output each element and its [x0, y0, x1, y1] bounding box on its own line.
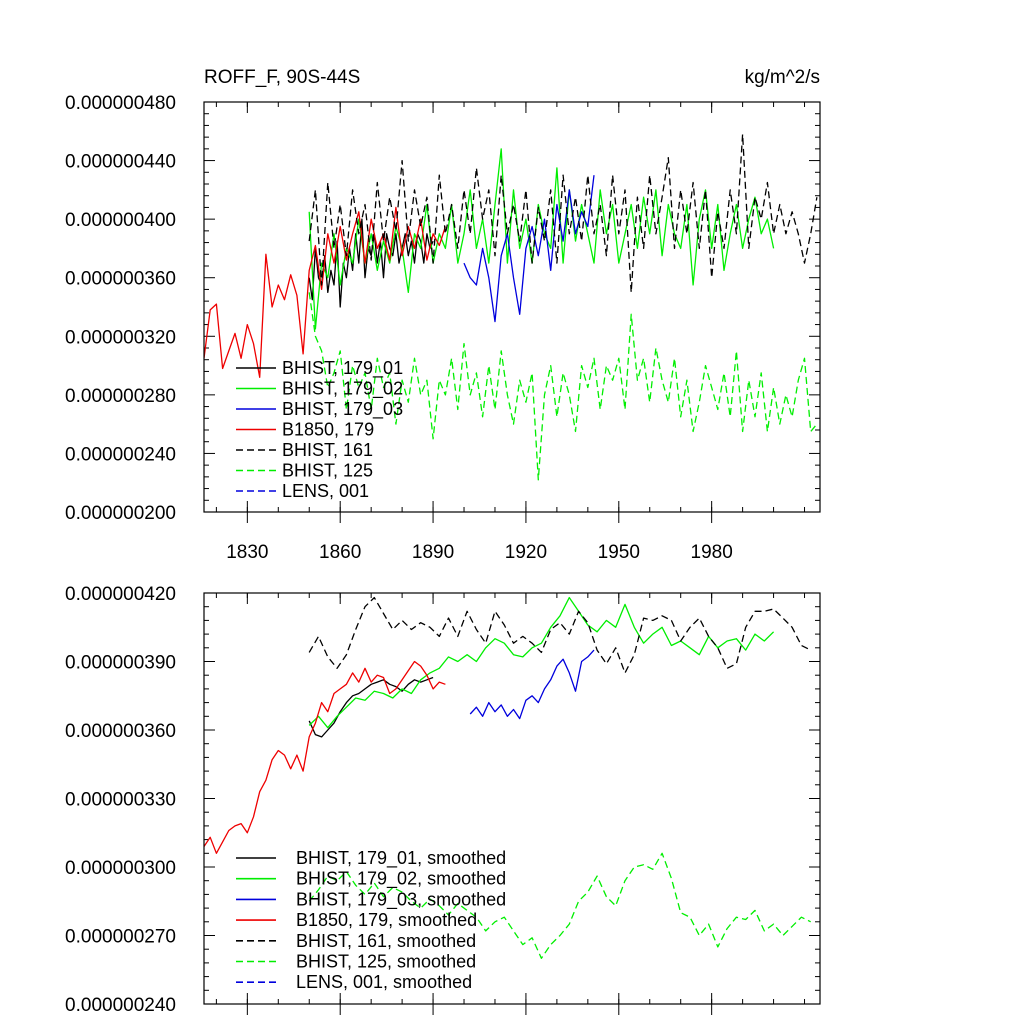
legend-label: BHIST, 179_03: [282, 399, 403, 420]
y-tick-label: 0.000000280: [65, 386, 176, 407]
legend-label: LENS, 001: [282, 481, 369, 501]
chart-units: kg/m^2/s: [745, 67, 820, 88]
x-tick-label: 1830: [226, 542, 268, 563]
y-tick-label: 0.000000390: [65, 653, 176, 674]
legend-label: BHIST, 179_03, smoothed: [296, 889, 506, 910]
plot-frame: [203, 592, 821, 1005]
y-tick-label: 0.000000400: [65, 210, 176, 231]
series-group: [204, 133, 818, 481]
series-line-3: [204, 660, 446, 854]
bottom-panel: 0.000000240 0.000000270 0.000000300 0.00000…: [65, 584, 821, 1016]
plot-frame: [203, 101, 821, 513]
series-line-0: [308, 676, 434, 738]
series-line-2: [469, 649, 595, 720]
y-tick-label: 0.000000330: [65, 790, 176, 811]
legend-label: BHIST, 125: [282, 461, 373, 481]
legend-label: BHIST, 179_02, smoothed: [296, 869, 506, 890]
legend-label: BHIST, 179_02: [282, 379, 403, 400]
y-tick-label: 0.000000440: [65, 152, 176, 173]
legend-label: BHIST, 161, smoothed: [296, 931, 476, 951]
legend-label: LENS, 001, smoothed: [296, 972, 472, 992]
series-line-5: [308, 852, 811, 959]
chart-title: ROFF_F, 90S-44S: [204, 67, 360, 88]
series-line-1: [308, 148, 775, 330]
legend-label: BHIST, 161: [282, 440, 373, 460]
y-tick-label: 0.000000300: [65, 858, 176, 879]
legend-label: B1850, 179: [282, 420, 374, 440]
y-tick-label: 0.000000200: [65, 503, 176, 524]
legend-label: B1850, 179, smoothed: [296, 910, 477, 930]
legend-label: BHIST, 125, smoothed: [296, 952, 476, 972]
top-panel: 1830 1860 1890 1920 1950 1980 0.000000200 0.000…: [65, 93, 821, 563]
series-line-1: [308, 596, 775, 729]
y-tick-label: 0.000000270: [65, 927, 176, 948]
y-tick-label: 0.000000480: [65, 93, 176, 114]
y-tick-label: 0.000000360: [65, 269, 176, 290]
series-line-5: [308, 292, 818, 481]
legend-label: BHIST, 179_01: [282, 358, 403, 379]
y-tick-label: 0.000000320: [65, 327, 176, 348]
series-line-4: [308, 133, 818, 294]
y-tick-label: 0.000000360: [65, 721, 176, 742]
x-tick-label: 1950: [598, 542, 640, 563]
series-line-3: [204, 206, 447, 378]
x-tick-label: 1860: [319, 542, 361, 563]
legend-label: BHIST, 179_01, smoothed: [296, 848, 506, 869]
x-tick-label: 1920: [505, 542, 547, 563]
x-tick-label: 1980: [691, 542, 733, 563]
y-tick-label: 0.000000240: [65, 995, 176, 1016]
x-tick-label: 1890: [412, 542, 454, 563]
y-tick-label: 0.000000420: [65, 584, 176, 605]
series-group: [204, 596, 811, 959]
y-tick-label: 0.000000240: [65, 444, 176, 465]
